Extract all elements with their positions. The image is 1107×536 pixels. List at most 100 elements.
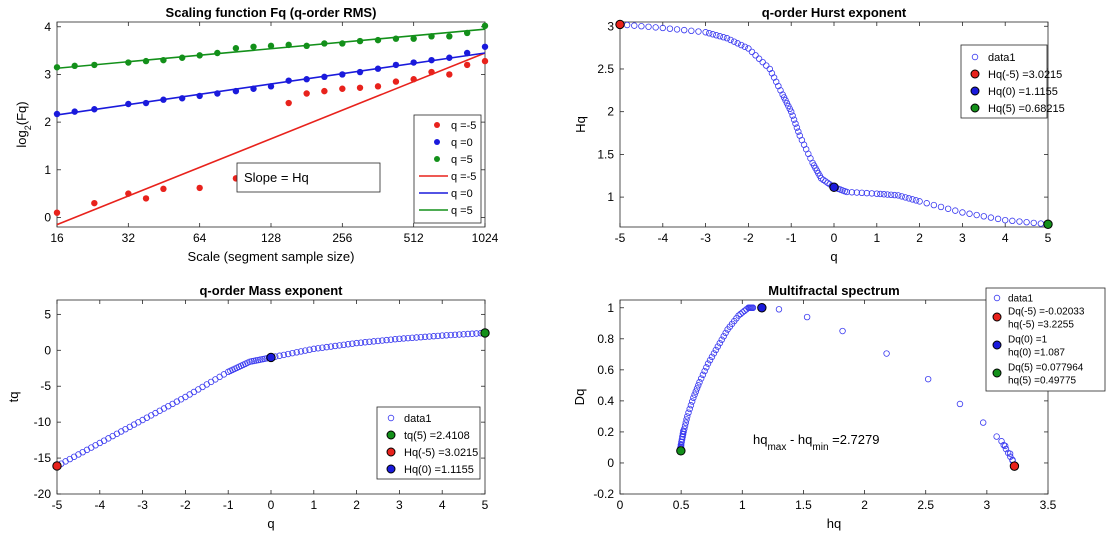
legend-label: data1 <box>1008 294 1033 305</box>
data-point <box>723 35 731 42</box>
x-tick-label: -2 <box>743 231 754 245</box>
y-tick-label: 1 <box>607 190 614 204</box>
data-point <box>763 62 770 69</box>
point-green <box>214 49 221 57</box>
legend-marker <box>971 53 979 61</box>
x-tick-label: 3 <box>984 498 991 512</box>
legend-marker <box>386 464 396 474</box>
y-axis-label: Hq <box>573 116 588 133</box>
point-blue <box>91 106 98 113</box>
data-point <box>944 205 952 212</box>
y-tick-label: -20 <box>34 487 52 501</box>
point-red <box>91 199 98 207</box>
legend: data1 Hq(-5) =3.0215 Hq(0) =1.1155 Hq(5) =0… <box>960 44 1065 119</box>
data-point <box>924 375 932 383</box>
slope-annotation: Slope = Hq <box>244 170 309 185</box>
point-red <box>339 85 346 92</box>
point-blue <box>303 76 310 83</box>
point-green <box>196 52 203 59</box>
data-point <box>404 334 412 342</box>
data-point <box>310 345 317 353</box>
point-red <box>321 87 328 95</box>
highlight-point <box>615 19 625 30</box>
data-point <box>1023 219 1030 226</box>
data-point <box>979 419 987 426</box>
point-green <box>285 41 292 49</box>
point-blue <box>125 100 132 108</box>
x-tick-label: 128 <box>261 231 281 245</box>
y-tick-label: 0 <box>44 343 51 357</box>
data-point <box>884 191 891 198</box>
y-tick-label: 0 <box>607 456 614 470</box>
data-point <box>848 189 856 196</box>
y-tick-label: 2.5 <box>597 62 614 76</box>
data-point <box>370 338 377 345</box>
point-red <box>142 195 150 202</box>
data-point <box>688 398 696 405</box>
legend-label: tq(5) =2.4108 <box>404 430 470 442</box>
y-tick-label: -0.2 <box>593 487 614 501</box>
point-blue <box>481 43 489 50</box>
data-point <box>468 330 476 337</box>
data-point <box>741 307 748 315</box>
data-point <box>709 31 716 38</box>
x-tick-label: -1 <box>223 498 234 512</box>
point-blue <box>463 49 471 57</box>
x-tick-label: 1.5 <box>795 498 812 512</box>
data-point <box>824 179 831 186</box>
data-point <box>447 331 454 339</box>
legend-marker <box>993 294 1001 302</box>
data-point <box>699 371 707 379</box>
x-axis-label: q <box>830 249 837 264</box>
data-point <box>396 335 403 342</box>
data-point <box>720 34 727 41</box>
data-point <box>741 43 749 50</box>
data-point <box>336 342 343 349</box>
data-point <box>434 332 442 340</box>
point-green <box>374 36 382 44</box>
data-point <box>795 128 802 135</box>
data-point <box>716 33 724 40</box>
point-blue <box>178 95 186 102</box>
y-axis-label: tq <box>6 392 21 403</box>
legend-label: Hq(-5) =3.0215 <box>988 69 1062 81</box>
data-point <box>374 337 382 345</box>
x-tick-label: 0 <box>617 498 624 512</box>
point-blue <box>446 54 453 61</box>
point-red <box>410 76 417 83</box>
point-green <box>142 57 150 65</box>
data-point <box>722 329 729 337</box>
data-point <box>456 331 463 338</box>
legend-marker <box>434 139 440 145</box>
data-point <box>891 191 898 199</box>
highlight-point <box>757 303 767 313</box>
x-tick-label: 1024 <box>472 231 499 245</box>
data-point <box>880 191 888 198</box>
data-point <box>734 40 741 47</box>
y-tick-label: 1.5 <box>597 147 614 161</box>
y-axis-label: Dq <box>572 389 587 406</box>
data-point <box>695 28 702 35</box>
data-point <box>745 45 752 52</box>
data-point <box>696 379 703 386</box>
data-point <box>898 193 905 200</box>
point-green <box>232 45 240 52</box>
data-point <box>909 196 916 203</box>
point-green <box>321 40 328 47</box>
x-tick-label: 5 <box>482 498 489 512</box>
axes-fq: 16 32 64 128 256 512 1024 0 1 2 3 4 Scaling function… <box>14 5 499 264</box>
x-axis-label: q <box>267 516 274 531</box>
data-point <box>645 23 652 30</box>
legend-marker <box>386 447 396 457</box>
data-point <box>683 416 690 423</box>
data-point <box>863 189 871 197</box>
data-point <box>695 382 702 389</box>
point-green <box>53 64 61 71</box>
x-tick-label: 16 <box>50 231 64 245</box>
legend-marker <box>992 312 1002 322</box>
data-point <box>289 349 296 357</box>
data-point <box>749 304 757 311</box>
data-point <box>421 333 429 341</box>
legend-label: data1 <box>404 413 432 425</box>
x-tick-label: 2 <box>353 498 360 512</box>
